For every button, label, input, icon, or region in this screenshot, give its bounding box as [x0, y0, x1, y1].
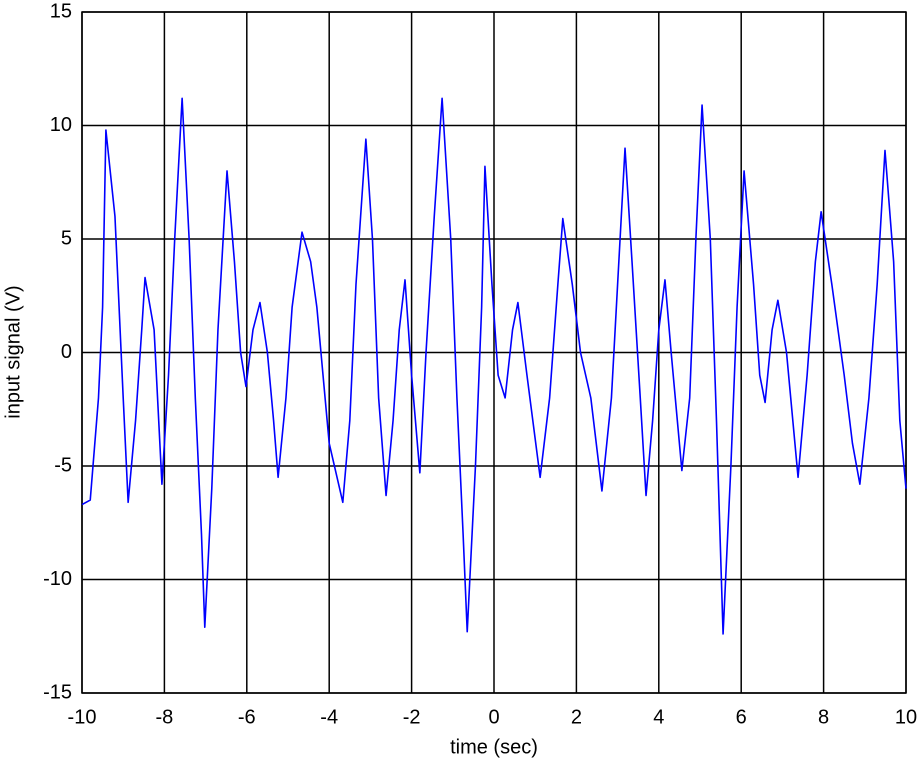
- x-tick-label: -4: [320, 706, 338, 728]
- x-tick-label: 2: [571, 706, 582, 728]
- plot-frame: [81, 11, 907, 694]
- y-tick-label: 0: [61, 341, 72, 363]
- y-tick-label: -15: [43, 681, 72, 703]
- x-tick-label: 4: [653, 706, 664, 728]
- y-tick-label: -10: [43, 568, 72, 590]
- x-tick-label: 0: [488, 706, 499, 728]
- signal-line: [81, 97, 907, 635]
- x-tick-label: -8: [156, 706, 174, 728]
- x-tick-label: -6: [238, 706, 256, 728]
- x-axis-label: time (sec): [450, 736, 538, 758]
- y-tick-label: -5: [54, 454, 72, 476]
- x-tick-label: 6: [736, 706, 747, 728]
- x-tick-label: 8: [818, 706, 829, 728]
- y-tick-label: 5: [61, 227, 72, 249]
- y-tick-label: 10: [50, 114, 72, 136]
- x-tick-label: 10: [895, 706, 917, 728]
- y-axis-label: input signal (V): [2, 285, 24, 418]
- y-tick-label: 15: [50, 0, 72, 22]
- x-tick-label: -2: [403, 706, 421, 728]
- x-tick-label: -10: [68, 706, 97, 728]
